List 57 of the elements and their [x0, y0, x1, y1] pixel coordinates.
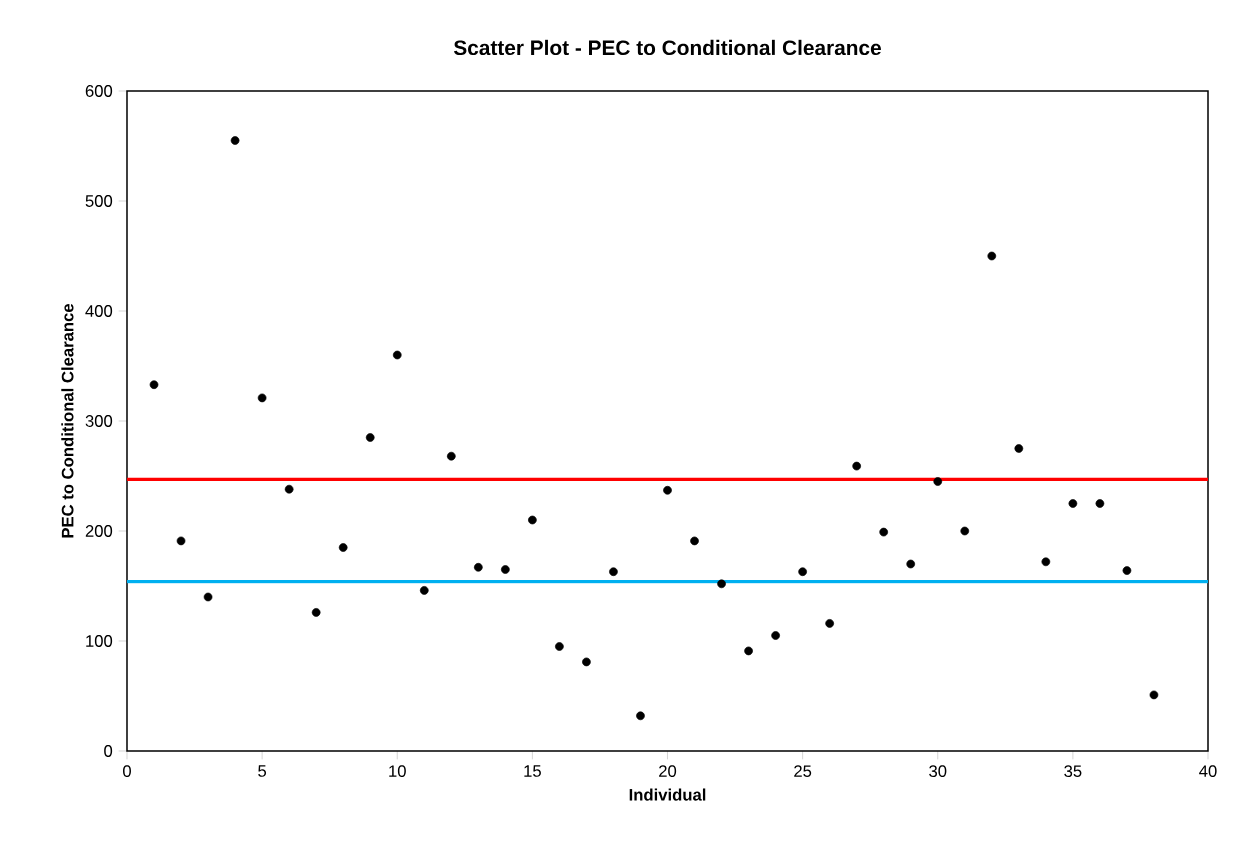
point: [149, 380, 159, 390]
point: [284, 484, 294, 494]
point: [1149, 690, 1159, 700]
point: [906, 559, 916, 569]
x-tick-label: 35: [1064, 765, 1082, 778]
point: [960, 526, 970, 536]
point: [446, 451, 456, 461]
point: [311, 608, 321, 617]
point: [501, 565, 510, 574]
y-axis-title: PEC to Conditional Clearance: [61, 303, 74, 538]
point: [1122, 566, 1132, 575]
point: [392, 350, 402, 360]
chart-title: Scatter Plot - PEC to Conditional Clearance: [453, 39, 881, 56]
x-tick-label: 40: [1199, 765, 1217, 778]
point: [879, 527, 889, 537]
x-tick-label: 0: [123, 765, 131, 778]
point: [257, 393, 267, 403]
x-tick-label: 25: [794, 765, 812, 778]
point: [365, 433, 375, 442]
point: [744, 646, 753, 656]
point: [1068, 499, 1078, 508]
y-tick-label: 100: [86, 635, 113, 647]
y-tick-label: 600: [85, 85, 113, 97]
point: [230, 136, 240, 145]
x-tick-label: 15: [524, 765, 541, 777]
point: [798, 567, 807, 577]
x-tick-label: 5: [258, 765, 267, 777]
point: [690, 536, 699, 546]
y-tick-label: 200: [85, 525, 113, 537]
x-tick-label: 30: [929, 765, 947, 778]
point: [528, 515, 537, 525]
point: [419, 586, 429, 595]
y-tick-label: 300: [85, 415, 113, 427]
point: [663, 485, 672, 495]
y-tick-label: 0: [104, 745, 113, 757]
point: [636, 711, 645, 721]
point: [176, 536, 186, 546]
x-tick-label: 20: [659, 765, 677, 778]
point: [717, 579, 726, 589]
y-tick-label: 500: [85, 195, 113, 207]
point: [852, 461, 862, 471]
point: [555, 642, 564, 651]
point: [1014, 444, 1024, 453]
point: [582, 657, 591, 667]
point: [473, 562, 483, 572]
point: [933, 477, 943, 486]
point: [203, 592, 213, 602]
point: [338, 543, 348, 552]
point: [825, 619, 834, 628]
point: [987, 251, 997, 261]
point: [1041, 557, 1051, 567]
point: [609, 567, 618, 577]
x-tick-label: 10: [389, 765, 406, 778]
point: [771, 631, 780, 640]
x-axis-title: Individual: [629, 788, 706, 801]
point: [1095, 499, 1105, 508]
y-tick-label: 400: [85, 305, 113, 317]
